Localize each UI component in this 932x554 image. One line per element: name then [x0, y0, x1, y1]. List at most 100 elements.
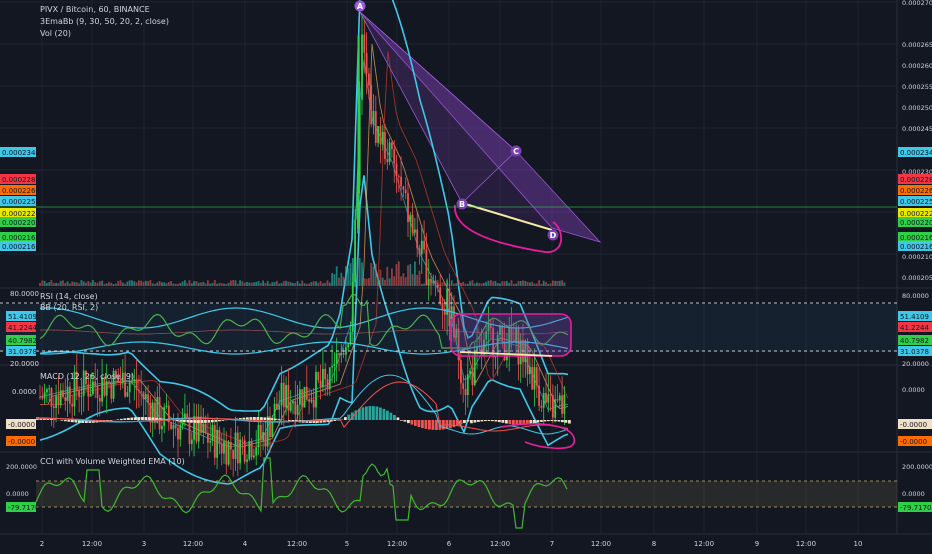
volume-bar: [255, 282, 257, 286]
price-badge-left: 0.0002348: [2, 149, 40, 157]
macd-hist-bar: [267, 418, 270, 420]
volume-bar: [189, 280, 191, 286]
candle-body: [285, 385, 287, 407]
volume-bar: [83, 281, 85, 286]
volume-bar: [198, 283, 200, 286]
price-badge-right: 0.0002166: [900, 243, 932, 251]
macd-hist-bar: [502, 420, 505, 423]
candle-body: [421, 241, 423, 255]
rsi-title[interactable]: RSI (14, close): [40, 292, 98, 301]
volume-bar: [221, 283, 223, 286]
macd-hist-bar: [421, 420, 424, 428]
candle-body: [90, 394, 92, 396]
candle-body: [207, 433, 209, 443]
macd-hist-bar: [404, 420, 407, 422]
volume-bar: [193, 281, 195, 286]
candle-body: [543, 393, 545, 408]
volume-bar: [297, 281, 299, 286]
volume-bar: [481, 283, 483, 286]
volume-bar: [451, 280, 453, 286]
macd-hist-bar: [253, 417, 256, 420]
candle-body: [317, 372, 319, 380]
macd-hist-bar: [386, 411, 389, 420]
macd-hist-bar: [145, 417, 148, 420]
macd-hist-bar: [379, 408, 382, 420]
macd-hist-bar: [540, 420, 543, 422]
volume-bar: [414, 262, 416, 286]
volume-bar: [393, 276, 395, 286]
volume-bar: [87, 281, 89, 286]
candle-body: [278, 405, 280, 409]
rsi-bb-title[interactable]: BB (20, RSI, 2): [40, 303, 98, 312]
volume-bar: [159, 281, 161, 286]
volume-bar: [288, 282, 290, 286]
candle-body: [97, 386, 99, 398]
macd-hist-bar: [414, 420, 417, 426]
volume-bar: [343, 277, 345, 286]
rsi-badge-right: 40.7982: [900, 337, 929, 345]
candle-body: [140, 391, 142, 392]
macd-hist-bar: [152, 417, 155, 420]
candle-body: [301, 389, 303, 407]
volume-bar: [262, 281, 264, 286]
volume-bar: [145, 281, 147, 286]
volume-bar: [133, 281, 135, 286]
volume-bar: [423, 284, 425, 286]
candle-body: [44, 392, 46, 398]
volume-bar: [76, 282, 78, 286]
volume-bar: [527, 282, 529, 286]
volume-bar: [230, 281, 232, 286]
macd-badge-left: -0.0000: [8, 421, 35, 429]
volume-bar: [541, 284, 543, 286]
candle-body: [46, 389, 48, 392]
time-axis-label: 12:00: [591, 540, 611, 548]
price-badge-left: 0.0002283: [2, 176, 40, 184]
candle-body: [467, 374, 469, 395]
volume-bar: [260, 283, 262, 286]
volume-bar: [143, 282, 145, 286]
macd-hist-bar: [208, 420, 211, 423]
volume-bar: [531, 282, 533, 286]
candle-body: [375, 111, 377, 143]
volume-bar: [488, 281, 490, 286]
candle-body: [363, 34, 365, 52]
volume-bar: [209, 284, 211, 286]
candle-body: [127, 392, 129, 396]
macd-hist-bar: [554, 420, 557, 421]
volume-bar: [152, 283, 154, 286]
symbol-title[interactable]: PIVX / Bitcoin, 60, BINANCE: [40, 5, 150, 14]
macd-hist-bar: [61, 420, 64, 421]
volume-bar: [207, 280, 209, 286]
volume-bar: [469, 281, 471, 286]
candle-body: [186, 414, 188, 418]
candle-body: [561, 395, 563, 413]
volume-bar: [518, 281, 520, 286]
volume-bar: [156, 282, 158, 286]
macd-title[interactable]: MACD (12, 26, close, 9): [40, 372, 134, 381]
macd-hist-bar: [138, 417, 141, 420]
macd-hist-bar: [390, 413, 393, 420]
candle-body: [373, 111, 375, 124]
candle-body: [368, 74, 370, 86]
volume-bar: [101, 281, 103, 286]
time-axis-label: 12:00: [287, 540, 307, 548]
macd-hist-bar: [428, 420, 431, 430]
volume-bar: [290, 282, 292, 286]
pattern-label-c: C: [513, 147, 519, 156]
macd-hist-bar: [215, 420, 218, 422]
time-axis-label: 12:00: [183, 540, 203, 548]
cci-title[interactable]: CCI with Volume Weighted EMA (10): [40, 457, 185, 466]
volume-bar: [124, 284, 126, 286]
macd-hist-bar: [365, 406, 368, 420]
candle-body: [384, 132, 386, 159]
candle-body: [304, 387, 306, 407]
ema-bb-indicator-title[interactable]: 3EmaBb (9, 30, 50, 20, 2, close): [40, 17, 169, 26]
rsi-badge-right: 41.2244: [900, 324, 929, 332]
macd-hist-bar: [561, 420, 564, 422]
time-axis-label: 12:00: [387, 540, 407, 548]
volume-bar: [127, 282, 129, 286]
volume-indicator-title[interactable]: Vol (20): [40, 29, 71, 38]
volume-bar: [228, 283, 230, 286]
volume-bar: [515, 284, 517, 286]
